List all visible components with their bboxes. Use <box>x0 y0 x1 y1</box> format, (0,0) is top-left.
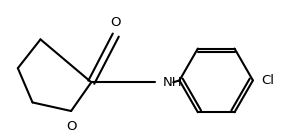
Text: O: O <box>111 16 121 29</box>
Text: O: O <box>66 120 76 133</box>
Text: Cl: Cl <box>261 74 275 87</box>
Text: NH: NH <box>163 76 183 89</box>
